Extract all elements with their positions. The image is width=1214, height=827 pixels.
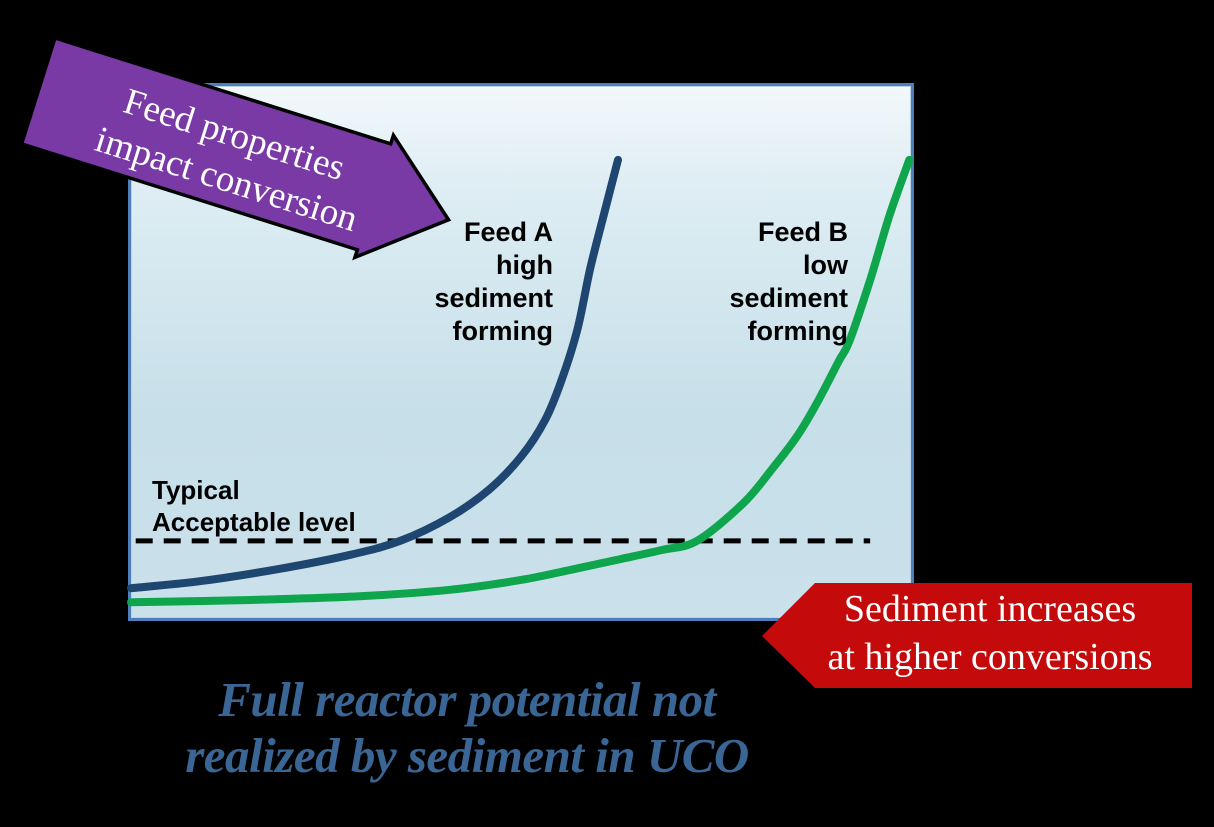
- sediment-increases-banner-line1: Sediment increases: [844, 588, 1136, 630]
- feed-a-label-line4: forming: [452, 316, 554, 346]
- slide-caption-line2: realized by sediment in UCO: [185, 728, 749, 783]
- feed-b-label-line2: low: [803, 250, 848, 280]
- slide-caption-line1: Full reactor potential not: [218, 672, 716, 727]
- acceptable-level-label: Typical Acceptable level: [152, 474, 356, 538]
- feed-b-label-line3: sediment: [729, 283, 848, 313]
- feed-b-curve: [127, 155, 914, 607]
- left-arrow-shape: [762, 583, 1192, 688]
- feed-b-label-line4: forming: [747, 316, 849, 346]
- feed-a-curve: [127, 155, 622, 593]
- acceptable-level-label-line1: Typical: [152, 475, 240, 505]
- feed-a-label: Feed A high sediment forming: [434, 216, 553, 348]
- right-arrow-shape: [19, 35, 452, 261]
- sediment-increases-banner-line2: at higher conversions: [827, 636, 1152, 678]
- feed-properties-banner: Feed properties impact conversion: [19, 35, 452, 261]
- sediment-increases-banner: Sediment increases at higher conversions: [762, 583, 1192, 688]
- acceptable-level-label-line2: Acceptable level: [152, 507, 356, 537]
- feed-a-label-line2: high: [496, 250, 553, 280]
- feed-a-label-line1: Feed A: [463, 217, 553, 247]
- feed-b-label-line1: Feed B: [757, 217, 848, 247]
- feed-a-label-line3: sediment: [434, 283, 553, 313]
- feed-b-label: Feed B low sediment forming: [729, 216, 848, 348]
- slide-caption: Full reactor potential not realized by s…: [107, 672, 827, 784]
